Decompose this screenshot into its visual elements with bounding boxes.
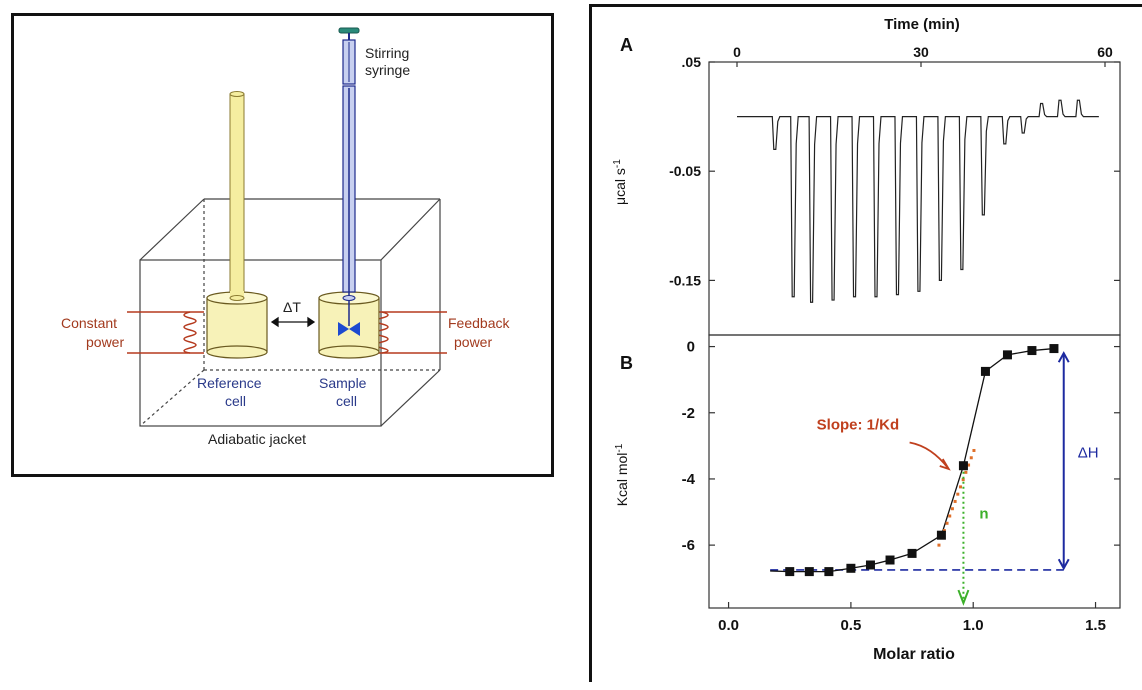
- panel-a-y-axis-label: μcal s-1: [612, 159, 628, 205]
- n-stoichiometry-arrow: [957, 471, 970, 606]
- data-point: [980, 366, 990, 376]
- apparatus-svg: Stirring syringe ΔT Constant power Feedb…: [61, 27, 510, 447]
- feedback-power-label-2: power: [454, 334, 492, 350]
- reference-cell-label-1: Reference: [197, 375, 262, 391]
- itc-data-plots: A Time (min) 0 30 60 .05 -0.05 -0.15 μcal s-…: [589, 4, 1142, 682]
- panel-a-y-tick-label: -0.05: [669, 163, 701, 179]
- adiabatic-jacket-label: Adiabatic jacket: [208, 431, 306, 447]
- panel-b-y-tick-label: -4: [682, 471, 696, 488]
- slope-dot: [958, 485, 962, 489]
- panel-b-y-axis-label-text: Kcal mol: [614, 453, 630, 507]
- slope-dot: [956, 492, 960, 496]
- slope-dot: [961, 478, 965, 482]
- panel-b-x-tick-label: 1.0: [963, 617, 984, 634]
- panel-b-x-ticks: 0.0 0.5 1.0 1.5: [718, 602, 1106, 634]
- delta-h-arrow: [1057, 351, 1070, 571]
- slope-label: Slope: 1/Kd: [817, 416, 900, 433]
- delta-t-arrow: [270, 316, 316, 328]
- data-points: [785, 344, 1059, 577]
- data-point: [865, 560, 875, 570]
- constant-power-label-2: power: [86, 334, 124, 350]
- itc-apparatus-diagram: Stirring syringe ΔT Constant power Feedb…: [11, 13, 554, 477]
- n-label: n: [979, 506, 988, 523]
- stirring-syringe-label-1: Stirring: [365, 45, 409, 61]
- panel-b-y-ticks: 0 -2 -4 -6: [682, 339, 1120, 554]
- panel-b-y-axis-label: Kcal mol-1: [614, 443, 630, 506]
- data-point: [885, 555, 895, 565]
- panel-a-top-axis-label: Time (min): [884, 16, 960, 33]
- data-point: [824, 567, 834, 577]
- panel-a-top-tick-label: 30: [913, 44, 929, 60]
- data-point: [804, 567, 814, 577]
- slope-arrow-head: [939, 458, 951, 471]
- panel-b-frame: [708, 334, 1121, 609]
- panel-b-y-tick-label: -6: [682, 537, 695, 554]
- panel-a-raw-heat: A Time (min) 0 30 60 .05 -0.05 -0.15 μcal s-…: [612, 16, 1121, 336]
- n-arrow-head: [957, 589, 970, 606]
- panel-b-x-tick-label: 0.5: [840, 617, 861, 634]
- feedback-power-label-1: Feedback: [448, 315, 510, 331]
- slope-dot: [972, 448, 976, 452]
- reference-cell-label-2: cell: [225, 393, 246, 409]
- fit-curve: [770, 347, 1055, 573]
- panel-a-y-axis-label-text: μcal s: [612, 168, 628, 205]
- slope-dot: [945, 521, 949, 525]
- delta-h-label: ΔH: [1078, 444, 1099, 461]
- reference-rod: [229, 91, 245, 310]
- data-point: [1002, 350, 1012, 360]
- panel-b-binding-isotherm: B 0.0 0.5 1.0 1.5 0 -2 -4 -6 Molar ratio Kcal …: [614, 334, 1121, 663]
- panel-b-x-tick-label: 0.0: [718, 617, 739, 634]
- panel-a-top-ticks: 0 30 60: [733, 44, 1113, 67]
- slope-arrow-line: [909, 441, 950, 470]
- data-point: [785, 567, 795, 577]
- slope-dot: [953, 499, 957, 503]
- data-point: [958, 461, 968, 471]
- stirring-syringe: [338, 27, 360, 336]
- panel-b-y-axis-label-exp: -1: [614, 443, 625, 452]
- slope-dot: [942, 529, 946, 533]
- slope-dot: [937, 543, 941, 547]
- constant-power-heater: [127, 311, 204, 354]
- panel-b-y-tick-label: 0: [687, 339, 695, 356]
- slope-arrow: [909, 441, 951, 471]
- slope-dot: [967, 463, 971, 467]
- plots-svg: A Time (min) 0 30 60 .05-0.05-0.15 μcal s-…: [612, 16, 1121, 663]
- slope-dot: [969, 456, 973, 460]
- panel-a-heat-trace: [737, 99, 1099, 303]
- delta-h-head-bottom: [1057, 558, 1070, 571]
- panel-a-y-tick-label: .05: [682, 54, 702, 70]
- slope-dot: [948, 514, 952, 518]
- panel-b-x-tick-label: 1.5: [1085, 617, 1106, 634]
- panel-a-y-ticks: .05 -0.05 -0.15: [669, 54, 1120, 288]
- panel-a-y-axis-label-exp: -1: [612, 159, 623, 168]
- slope-dot: [964, 470, 968, 474]
- data-point: [1049, 344, 1059, 354]
- panel-a-top-tick-label: 60: [1097, 44, 1113, 60]
- data-point: [846, 563, 856, 573]
- panel-b-x-axis-label: Molar ratio: [873, 646, 955, 663]
- panel-b-y-tick-label: -2: [682, 405, 695, 422]
- data-point: [936, 530, 946, 540]
- panel-a-letter: A: [620, 35, 633, 55]
- panel-b-letter: B: [620, 353, 633, 373]
- delta-h-head-top: [1057, 351, 1070, 363]
- data-point: [907, 548, 917, 558]
- slope-dot: [950, 507, 954, 511]
- data-point: [1027, 346, 1037, 356]
- sample-cell-label-2: cell: [336, 393, 357, 409]
- sample-cell-label-1: Sample: [319, 375, 367, 391]
- panel-a-top-tick-label: 0: [733, 44, 741, 60]
- constant-power-label-1: Constant: [61, 315, 117, 331]
- delta-t-label: ΔT: [283, 299, 301, 315]
- stirring-syringe-label-2: syringe: [365, 62, 410, 78]
- panel-a-y-tick-label: -0.15: [669, 272, 701, 288]
- reference-cell: [206, 291, 268, 359]
